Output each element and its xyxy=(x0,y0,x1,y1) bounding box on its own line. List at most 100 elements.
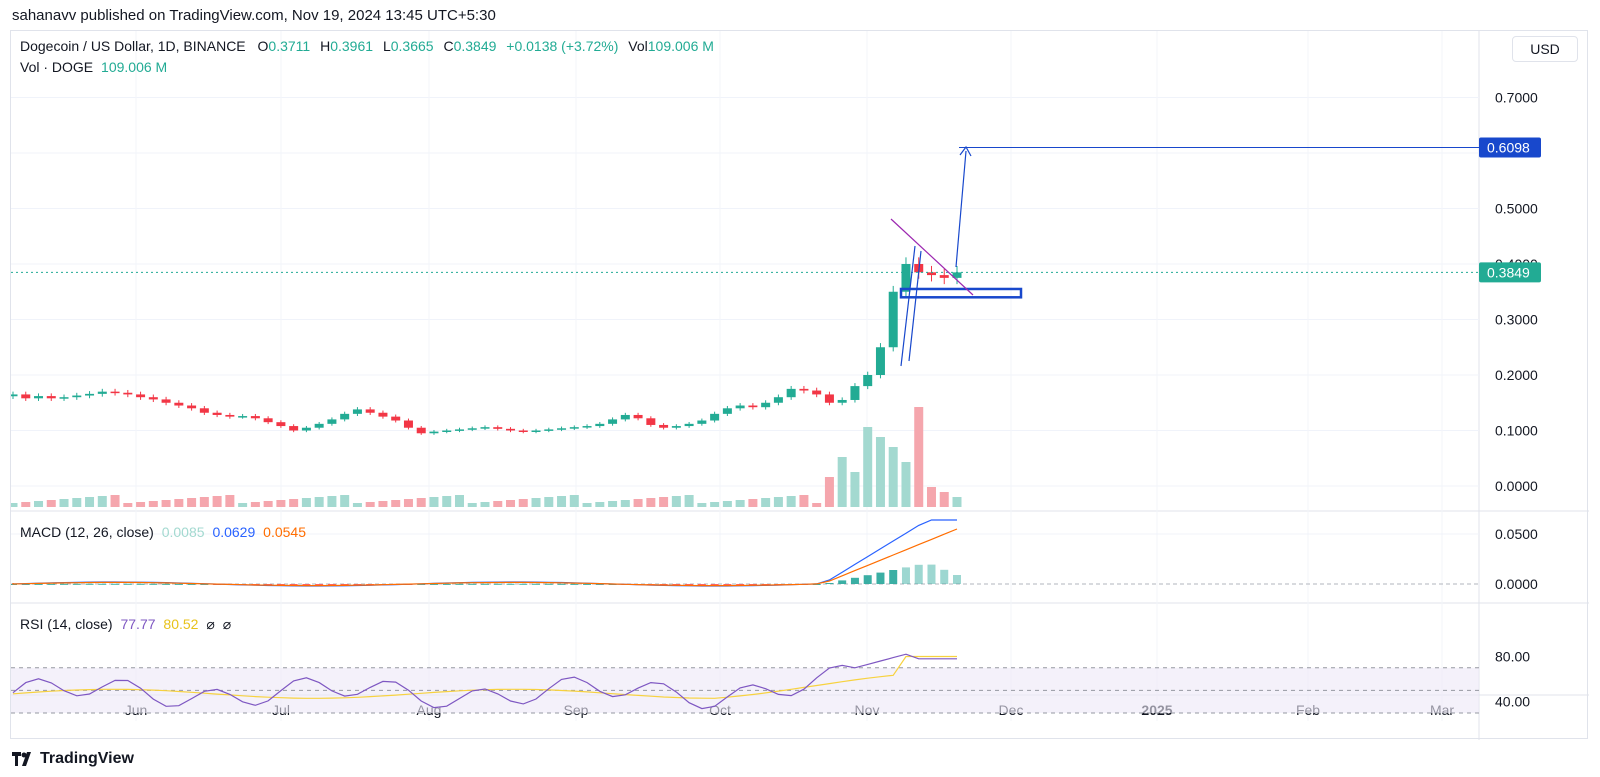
high-label: H xyxy=(320,38,331,54)
macd-histogram-bar xyxy=(889,570,898,584)
candle-body xyxy=(684,423,694,427)
macd-histogram-bar xyxy=(685,584,694,585)
volume-bar xyxy=(812,503,822,507)
symbol-label[interactable]: Dogecoin / US Dollar, 1D, BINANCE xyxy=(20,38,246,54)
macd-histogram-bar xyxy=(315,584,324,585)
volume-bar xyxy=(161,500,171,507)
volume-bar xyxy=(722,501,732,507)
volume-bar xyxy=(391,500,401,507)
macd-histogram-bar xyxy=(914,564,923,584)
rsi-ma-line xyxy=(12,655,957,699)
volume-bar xyxy=(595,502,605,507)
candle-body xyxy=(710,413,720,421)
macd-histogram-bar xyxy=(34,583,43,585)
volume-bar xyxy=(238,503,248,507)
price-tick-label: 0.1000 xyxy=(1495,423,1538,439)
candle-body xyxy=(531,430,541,432)
candle-body xyxy=(442,430,452,432)
macd-histogram-bar xyxy=(557,583,566,585)
macd-histogram-bar xyxy=(442,583,451,585)
volume-bar xyxy=(926,487,936,507)
macd-histogram-bar xyxy=(468,583,477,585)
macd-histogram-bar xyxy=(187,583,196,585)
macd-histogram-bar xyxy=(940,569,949,584)
candle-body xyxy=(888,291,898,348)
candle-body xyxy=(352,409,362,414)
vol-value: 109.006 M xyxy=(647,38,714,54)
candle-body xyxy=(493,427,503,429)
candle-body xyxy=(697,420,707,424)
volume-bar xyxy=(786,496,796,507)
volume-bar xyxy=(97,496,107,507)
volume-bar xyxy=(416,498,426,507)
chart-frame[interactable]: 0.70000.50000.40000.30000.20000.10000.00… xyxy=(10,30,1589,740)
candle-body xyxy=(557,428,567,430)
volume-bar xyxy=(123,503,133,507)
macd-histogram-bar xyxy=(532,583,541,585)
candle-body xyxy=(633,414,643,419)
volume-bar xyxy=(225,495,235,507)
volume-bar xyxy=(748,499,758,507)
volume-bar xyxy=(250,502,260,507)
low-label: L xyxy=(382,38,391,54)
volume-bar xyxy=(46,500,56,507)
volume-bar xyxy=(442,496,452,507)
candle-body xyxy=(761,402,771,408)
candle-body xyxy=(620,414,630,420)
support-zone-box xyxy=(899,287,1023,299)
volume-bar xyxy=(799,495,809,507)
macd-histogram-bar xyxy=(162,583,171,585)
volume-bar xyxy=(174,499,184,507)
volume-bar xyxy=(212,496,222,507)
volume-bar xyxy=(85,497,95,507)
candle-body xyxy=(569,427,579,429)
candle-body xyxy=(863,375,873,387)
open-label: O xyxy=(257,38,269,54)
volume-bar xyxy=(684,495,694,507)
macd-histogram-bar xyxy=(98,583,107,585)
macd-histogram-bar xyxy=(353,584,362,585)
candle-body xyxy=(416,427,426,434)
candle-body xyxy=(21,394,31,399)
rsi-band xyxy=(11,667,1479,713)
candle-body xyxy=(518,430,528,432)
rsi-label[interactable]: RSI (14, close) xyxy=(20,616,113,632)
volume-bar xyxy=(914,407,924,507)
volume-bar xyxy=(59,499,69,507)
publish-line: sahanavv published on TradingView.com, N… xyxy=(12,7,496,24)
volume-bar xyxy=(187,498,197,507)
candle-body xyxy=(238,416,248,418)
volume-bar xyxy=(837,457,847,507)
volume-bar xyxy=(557,496,567,507)
volume-bar xyxy=(11,503,18,507)
footer-brand: TradingView xyxy=(12,750,134,768)
volume-bar xyxy=(671,496,681,507)
candle-body xyxy=(148,397,158,400)
macd-histogram-bar xyxy=(595,583,604,585)
macd-label[interactable]: MACD (12, 26, close) xyxy=(20,524,154,540)
chart-canvas[interactable]: 0.70000.50000.40000.30000.20000.10000.00… xyxy=(11,31,1589,740)
candle-body xyxy=(837,399,847,403)
candle-body xyxy=(748,405,758,408)
volume-bar xyxy=(939,492,949,507)
volume-bar xyxy=(875,437,885,507)
currency-button[interactable]: USD xyxy=(1512,36,1578,62)
candle-body xyxy=(110,391,120,394)
macd-histogram-bar xyxy=(736,584,745,585)
vol-doge-label[interactable]: Vol · DOGE xyxy=(20,59,94,75)
volume-bar xyxy=(429,497,439,507)
candle-body xyxy=(824,394,834,403)
price-tick-label: 0.5000 xyxy=(1495,201,1538,217)
volume-bar xyxy=(148,501,158,507)
macd-histogram-bar xyxy=(927,564,936,584)
candle-body xyxy=(34,396,44,399)
volume-bar xyxy=(403,499,413,507)
volume-bar xyxy=(633,499,643,507)
rsi-tick-label: 40.00 xyxy=(1495,694,1530,710)
candle-body xyxy=(212,412,222,415)
rsi-x1: ⌀ xyxy=(206,616,215,632)
candle-body xyxy=(123,392,133,395)
candle-body xyxy=(365,409,375,413)
volume-bar xyxy=(659,497,669,507)
close-label: C xyxy=(443,38,454,54)
